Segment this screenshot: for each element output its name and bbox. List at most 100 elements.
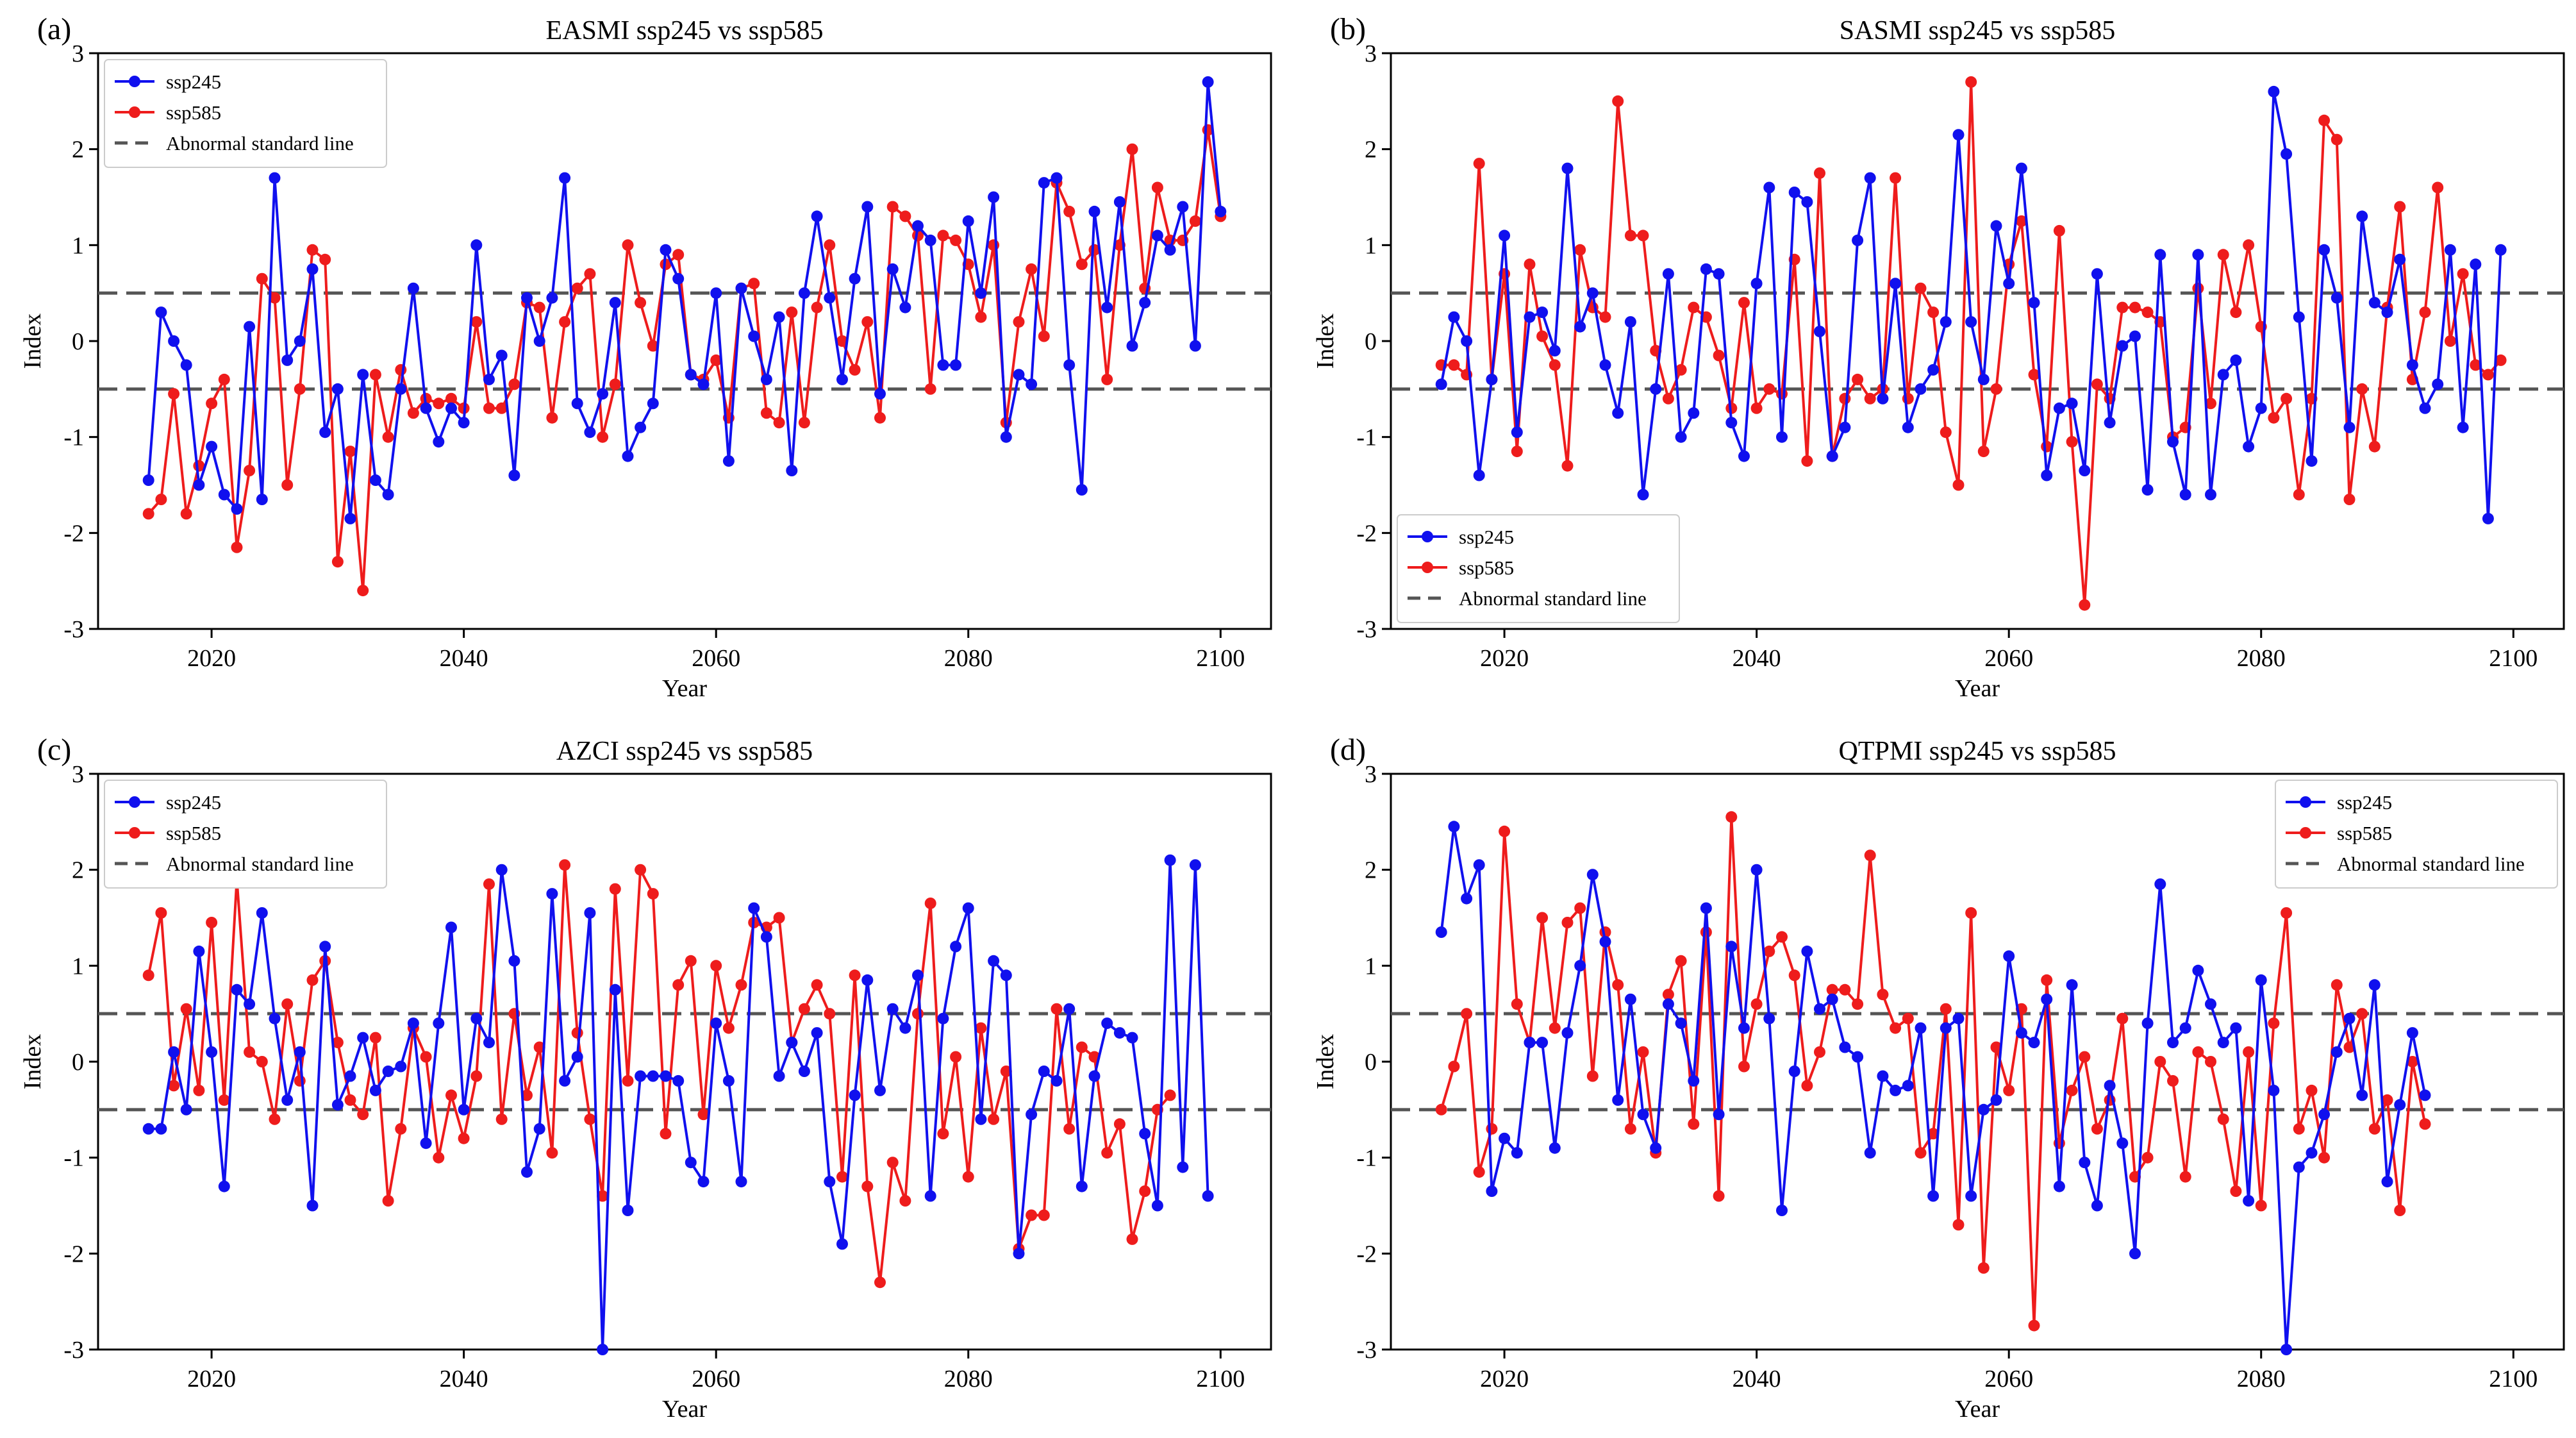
data-point-ssp245 xyxy=(2179,1022,2191,1034)
data-point-ssp245 xyxy=(1763,1012,1775,1024)
data-point-ssp585 xyxy=(1126,143,1138,155)
data-point-ssp245 xyxy=(647,397,659,410)
data-point-ssp245 xyxy=(2306,1147,2318,1159)
y-tick-label: 1 xyxy=(1365,232,1377,259)
data-point-ssp245 xyxy=(2381,306,2393,319)
data-point-ssp245 xyxy=(1561,162,1574,174)
data-point-ssp585 xyxy=(521,1089,533,1101)
data-point-ssp585 xyxy=(1839,392,1851,405)
data-point-ssp245 xyxy=(407,282,419,294)
data-point-ssp585 xyxy=(1915,282,1927,294)
data-point-ssp585 xyxy=(2281,907,2293,919)
data-point-ssp585 xyxy=(1574,902,1586,914)
data-point-ssp585 xyxy=(1013,316,1025,328)
data-point-ssp585 xyxy=(1675,955,1687,967)
data-point-ssp245 xyxy=(685,1157,697,1169)
legend-marker-ssp245 xyxy=(129,796,140,808)
data-point-ssp585 xyxy=(924,898,936,909)
data-point-ssp245 xyxy=(1915,383,1927,395)
data-point-ssp585 xyxy=(849,364,861,376)
data-point-ssp245 xyxy=(1088,1070,1101,1082)
data-point-ssp245 xyxy=(1574,321,1586,333)
data-point-ssp245 xyxy=(231,983,243,996)
data-point-ssp245 xyxy=(142,474,154,486)
data-point-ssp245 xyxy=(2318,244,2331,256)
data-point-ssp245 xyxy=(786,1037,798,1049)
data-point-ssp585 xyxy=(2129,301,2141,314)
data-point-ssp245 xyxy=(1927,1190,1940,1202)
x-tick-label: 2060 xyxy=(1984,1366,2033,1392)
data-point-ssp585 xyxy=(483,878,495,890)
data-point-ssp245 xyxy=(407,1017,419,1030)
data-point-ssp245 xyxy=(1864,1147,1876,1159)
data-point-ssp585 xyxy=(1990,1041,2002,1053)
data-point-ssp585 xyxy=(836,335,848,347)
data-point-ssp245 xyxy=(1902,421,1914,433)
data-point-ssp585 xyxy=(244,465,256,476)
data-point-ssp585 xyxy=(874,412,886,424)
data-point-ssp585 xyxy=(294,383,306,395)
data-point-ssp585 xyxy=(2394,1205,2406,1216)
data-point-ssp585 xyxy=(331,556,344,568)
data-point-ssp585 xyxy=(1435,1103,1447,1116)
data-point-ssp245 xyxy=(584,907,596,919)
data-point-ssp245 xyxy=(142,1123,154,1135)
data-point-ssp245 xyxy=(635,421,647,433)
data-point-ssp245 xyxy=(508,469,520,481)
data-point-ssp585 xyxy=(533,301,545,314)
data-point-ssp245 xyxy=(1637,1108,1649,1121)
data-point-ssp245 xyxy=(533,1123,545,1135)
data-point-ssp245 xyxy=(2066,979,2078,991)
data-point-ssp245 xyxy=(899,1022,911,1034)
data-point-ssp585 xyxy=(886,1157,899,1169)
data-point-ssp245 xyxy=(811,210,823,222)
data-point-ssp585 xyxy=(281,479,294,491)
data-point-ssp245 xyxy=(2104,417,2116,429)
data-point-ssp245 xyxy=(483,1037,495,1049)
data-point-ssp585 xyxy=(533,1041,545,1053)
data-point-ssp585 xyxy=(672,249,685,261)
data-point-ssp245 xyxy=(584,426,596,439)
data-point-ssp585 xyxy=(899,1195,911,1207)
data-point-ssp245 xyxy=(1801,945,1813,957)
data-point-ssp245 xyxy=(433,1017,445,1030)
data-point-ssp245 xyxy=(1461,892,1473,905)
data-point-ssp585 xyxy=(1624,1123,1636,1135)
data-point-ssp245 xyxy=(1725,417,1738,429)
data-point-ssp245 xyxy=(2444,244,2456,256)
y-tick-label: 2 xyxy=(1365,137,1377,163)
data-point-ssp245 xyxy=(2406,1027,2418,1039)
y-tick-label: 1 xyxy=(72,953,84,980)
data-point-ssp245 xyxy=(382,489,394,501)
data-point-ssp245 xyxy=(1599,935,1611,948)
data-point-ssp585 xyxy=(357,585,369,597)
data-point-ssp585 xyxy=(2444,335,2456,347)
data-point-ssp245 xyxy=(1000,969,1012,982)
data-point-ssp245 xyxy=(256,907,268,919)
data-point-ssp245 xyxy=(521,292,533,304)
data-point-ssp585 xyxy=(2482,369,2494,381)
data-point-ssp245 xyxy=(1688,407,1700,419)
data-point-ssp245 xyxy=(508,955,520,967)
legend: ssp245 ssp585 Abnormal standard line xyxy=(104,59,387,168)
data-point-ssp245 xyxy=(1839,421,1851,433)
data-point-ssp245 xyxy=(975,287,987,299)
data-point-ssp585 xyxy=(722,1022,735,1034)
data-point-ssp585 xyxy=(1763,383,1775,395)
data-point-ssp245 xyxy=(1977,373,1990,385)
data-point-ssp585 xyxy=(1511,446,1523,458)
data-point-ssp585 xyxy=(1561,917,1574,928)
data-point-ssp245 xyxy=(1637,489,1649,501)
data-point-ssp585 xyxy=(193,1084,205,1096)
data-point-ssp245 xyxy=(2116,1137,2129,1150)
data-point-ssp245 xyxy=(445,402,457,414)
data-point-ssp585 xyxy=(635,297,647,309)
x-axis-label: Year xyxy=(662,675,707,702)
y-tick-label: -2 xyxy=(63,520,84,547)
data-point-ssp245 xyxy=(1113,196,1126,208)
data-point-ssp585 xyxy=(1000,1066,1012,1077)
data-point-ssp585 xyxy=(2268,1017,2280,1030)
x-tick-label: 2020 xyxy=(187,1366,236,1392)
data-point-ssp585 xyxy=(950,1051,962,1063)
data-point-ssp585 xyxy=(1877,989,1889,1001)
